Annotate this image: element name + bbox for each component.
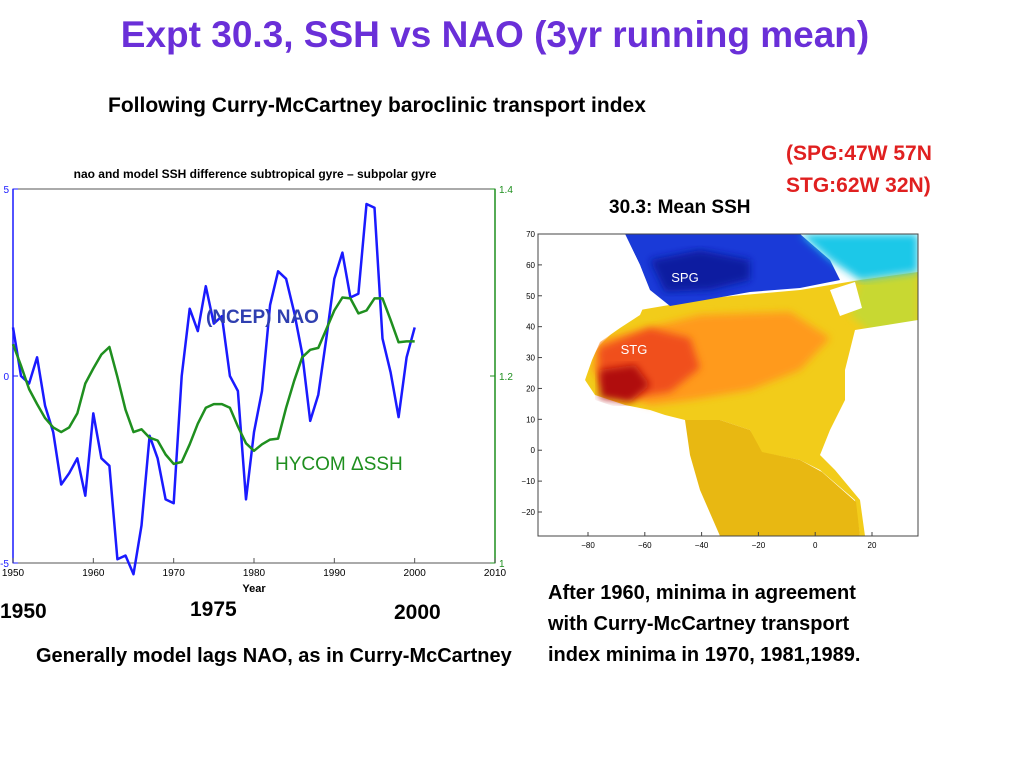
south-america-land [538,395,715,536]
slide-subtitle: Following Curry-McCartney baroclinic tra… [108,94,646,117]
map-y-tick-label: 0 [531,446,536,455]
hycom-ssh-series-line [11,296,415,466]
north-america-land [538,234,650,402]
map-y-tick-label: 60 [526,261,535,270]
south-atlantic-field [685,420,860,536]
chart-title: nao and model SSH difference subtropical… [74,167,437,181]
map-y-tick-label: 70 [526,230,535,239]
ssh-nao-line-chart: nao and model SSH difference subtropical… [0,167,513,595]
nao-series-line [11,202,416,576]
nao-annotation: (NCEP) NAO [206,307,319,328]
map-x-tick-label: 20 [868,541,877,550]
map-y-tick-label: 20 [526,384,535,393]
map-x-tick-label: −80 [581,541,595,550]
x-tick-label: 1970 [163,568,186,579]
map-frame [537,233,919,537]
year-label-1950: 1950 [0,600,47,623]
right-tick-label: 1 [499,559,505,570]
ssh-field [538,234,918,536]
plot-frame [12,188,496,564]
spg-label: SPG [671,270,698,285]
spg-core [650,250,750,292]
x-tick-label: 1950 [2,568,25,579]
right-tick-label: 1.4 [499,185,513,196]
note-right: After 1960, minima in agreement with Cur… [548,582,861,666]
stg-label: STG [621,342,648,357]
year-label-1975: 1975 [190,598,237,621]
gyre-coordinates: (SPG:47W 57N STG:62W 32N) [786,138,932,202]
left-tick-label: 5 [3,185,9,196]
slide-title: Expt 30.3, SSH vs NAO (3yr running mean) [120,14,870,55]
map-y-tick-label: 10 [526,415,535,424]
hycom-annotation: HYCOM ΔSSH [275,454,403,475]
map-title: 30.3: Mean SSH [609,197,751,218]
nordic-seas-cyan [800,234,918,280]
x-tick-label: 2010 [484,568,507,579]
map-x-tick-label: −60 [638,541,652,550]
x-tick-label: 2000 [404,568,427,579]
x-tick-label: 1960 [82,568,105,579]
map-x-tick-label: 0 [813,541,818,550]
caribbean-max [600,365,650,402]
left-tick-label: 0 [3,372,9,383]
map-y-tick-label: 30 [526,354,535,363]
map-y-tick-label: 40 [526,323,535,332]
coords-line-2: STG:62W 32N) [786,174,931,197]
mean-ssh-map: −80 −60 −40 −20 0 20 70 60 50 40 30 20 10 0 −10 −20 SP… [521,230,919,550]
x-tick-label: 1980 [243,568,266,579]
x-axis-label: Year [242,583,266,595]
europe-land [830,282,862,316]
map-y-tick-label: −10 [521,477,535,486]
x-tick-label: 1990 [323,568,346,579]
map-y-tick-label: 50 [526,292,535,301]
left-tick-label: -5 [0,559,9,570]
map-x-tick-label: −20 [752,541,766,550]
map-x-tick-label: −40 [695,541,709,550]
note-left: Generally model lags NAO, as in Curry-Mc… [36,645,512,667]
year-label-2000: 2000 [394,601,441,624]
africa-land [820,320,918,536]
right-tick-label: 1.2 [499,372,513,383]
coords-line-1: (SPG:47W 57N [786,142,932,165]
map-y-tick-label: −20 [521,508,535,517]
